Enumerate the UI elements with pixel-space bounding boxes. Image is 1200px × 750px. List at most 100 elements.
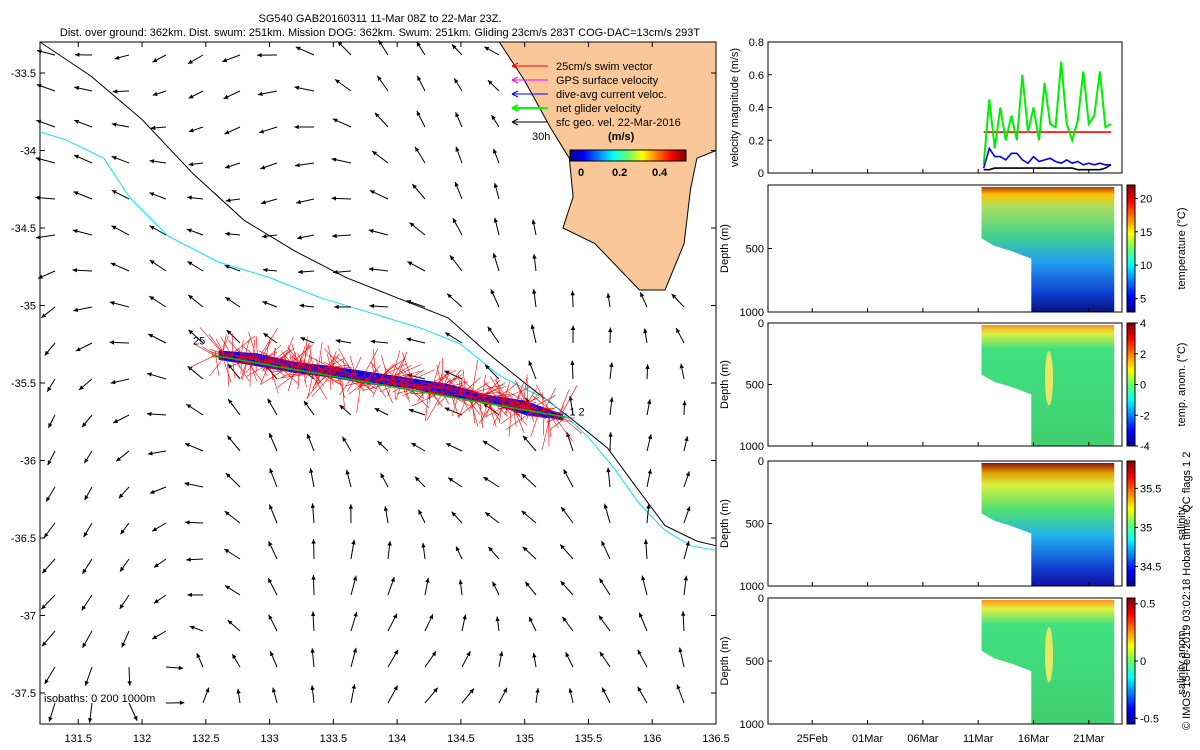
current-arrow — [334, 304, 351, 310]
current-arrow — [350, 539, 356, 560]
current-arrow — [599, 651, 611, 668]
current-arrow — [532, 254, 537, 272]
current-arrow — [532, 288, 537, 308]
current-arrow — [149, 192, 167, 200]
current-arrow — [128, 702, 138, 722]
current-arrow — [224, 510, 241, 524]
current-arrow — [370, 339, 389, 344]
colorbar-tick-label: 0 — [1140, 380, 1146, 392]
current-arrow — [35, 195, 56, 200]
current-arrow — [152, 90, 167, 96]
current-arrow — [350, 611, 358, 632]
current-arrow — [303, 400, 315, 416]
legend-net-label: net glider velocity — [556, 103, 641, 115]
current-arrow — [337, 40, 352, 56]
current-arrow — [492, 252, 500, 272]
current-arrow — [424, 614, 434, 632]
current-arrow — [371, 150, 389, 164]
current-arrow — [36, 119, 56, 128]
current-arrow — [447, 477, 463, 488]
current-arrow — [568, 688, 574, 704]
current-arrow — [153, 558, 167, 568]
current-arrow — [261, 234, 278, 239]
current-arrow — [297, 234, 315, 240]
current-arrow — [374, 407, 389, 416]
plot-title-line2: Dist. over ground: 362km. Dist. swum: 25… — [59, 27, 701, 39]
current-arrow — [223, 90, 241, 100]
current-arrow — [184, 442, 204, 452]
current-arrow — [374, 112, 389, 128]
depth-tick-label: 0 — [758, 456, 764, 468]
current-arrow — [377, 440, 389, 452]
current-arrow — [294, 162, 315, 168]
depth-ylabel: Depth (m) — [719, 224, 731, 273]
current-arrow — [311, 538, 316, 560]
current-arrow — [458, 579, 463, 596]
current-arrow — [119, 558, 130, 572]
current-arrow — [310, 648, 315, 668]
depth-tick-label: 1000 — [740, 581, 764, 593]
current-arrow — [493, 148, 500, 164]
map-xtick-label: 136 — [643, 733, 661, 745]
colorbar-tick-label: -4 — [1140, 441, 1150, 453]
date-tick-label: 06Mar — [907, 733, 939, 745]
colorbar-tick-label: 2 — [1140, 349, 1146, 361]
current-arrow — [331, 196, 352, 201]
current-arrow — [646, 503, 651, 524]
depth-ylabel: Depth (m) — [719, 499, 731, 548]
current-arrow — [268, 540, 278, 560]
current-arrow — [424, 687, 439, 704]
current-arrow — [449, 254, 463, 272]
current-arrow — [609, 362, 614, 380]
depth-tick-label: 0 — [758, 593, 764, 605]
current-arrow — [535, 688, 540, 704]
current-arrow — [676, 684, 685, 704]
current-arrow — [487, 79, 500, 92]
current-arrow — [483, 476, 500, 488]
legend-swim-label: 25cm/s swim vector — [556, 61, 653, 73]
current-arrow — [43, 522, 56, 538]
current-arrow — [488, 546, 500, 560]
temp-anom-colorbar-label: temp. anom. (°C) — [1176, 343, 1188, 427]
date-tick-label: 21Mar — [1073, 733, 1105, 745]
current-arrow — [44, 342, 56, 356]
current-arrow — [294, 85, 315, 92]
current-arrow — [683, 506, 691, 524]
current-arrow — [41, 594, 56, 610]
current-arrow — [455, 546, 463, 560]
colorbar-tick-0: 0 — [578, 167, 584, 179]
colorbar-tick-label: 0 — [1140, 656, 1146, 668]
current-arrow — [637, 686, 648, 704]
current-arrow — [378, 39, 389, 56]
colorbar-tick-label: 5 — [1140, 294, 1146, 306]
current-arrow — [408, 408, 426, 416]
current-arrow — [524, 581, 537, 596]
current-arrow — [331, 157, 352, 164]
current-arrow — [482, 440, 500, 452]
current-arrow — [294, 124, 314, 130]
date-tick-label: 16Mar — [1018, 733, 1050, 745]
current-arrow — [411, 183, 426, 200]
current-arrow — [147, 333, 167, 344]
current-arrow — [81, 594, 93, 611]
current-arrow — [196, 652, 204, 668]
isobath-1000m — [39, 41, 717, 547]
geostrophic-velocity-field — [35, 39, 691, 723]
current-arrow — [146, 411, 167, 417]
current-arrow — [224, 231, 241, 237]
current-arrow — [522, 546, 537, 560]
map-xtick-label: 133 — [260, 733, 278, 745]
colorbar-tick-label: 0.5 — [1140, 599, 1155, 611]
temperature-panel: 500 1000 Depth (m) 20 15 10 5 temperature (°C) — [719, 184, 1188, 319]
current-arrow — [451, 44, 463, 56]
current-arrow — [531, 219, 537, 236]
current-arrow — [646, 399, 652, 416]
current-arrow — [165, 665, 184, 671]
current-arrow — [115, 450, 130, 462]
current-arrow — [40, 306, 56, 319]
current-arrow — [490, 289, 500, 308]
velocity-series-line — [982, 61, 1112, 165]
current-arrow — [493, 182, 500, 200]
